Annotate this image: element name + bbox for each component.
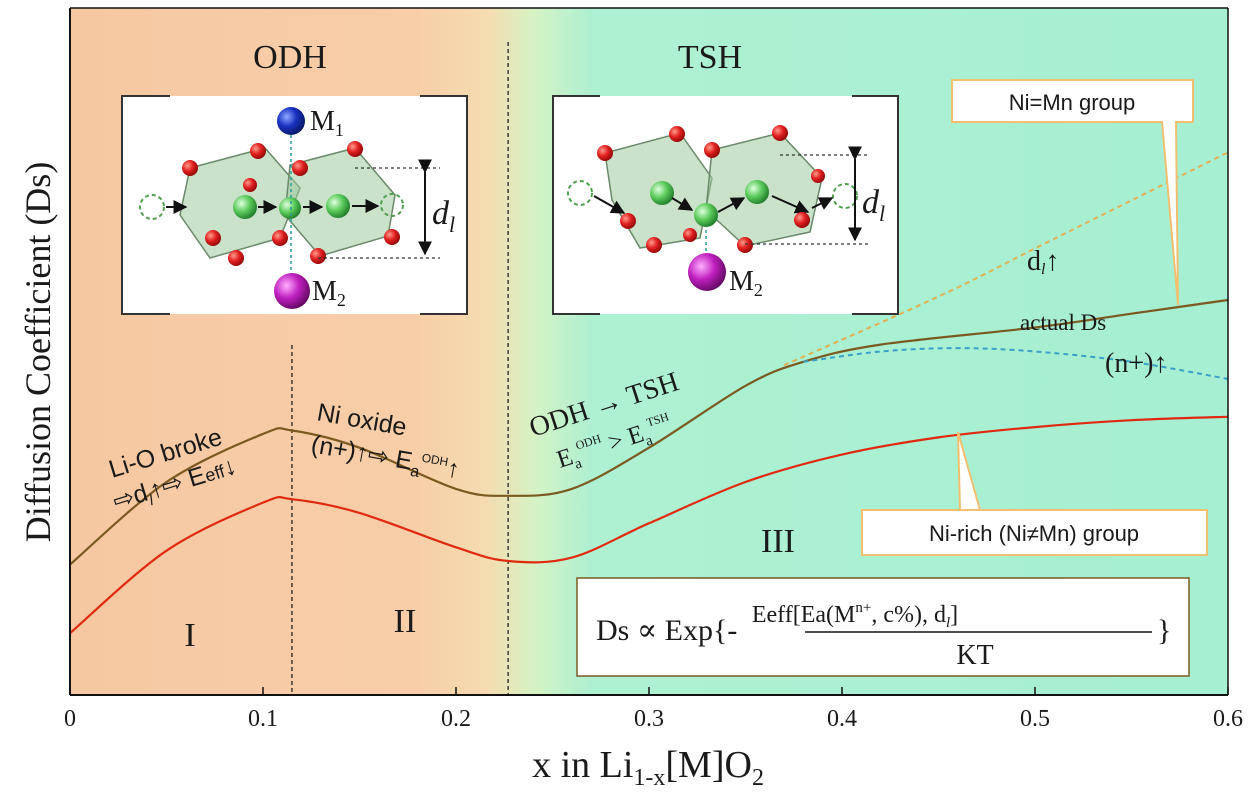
callout-ni-rich-text: Ni-rich (Ni≠Mn) group bbox=[929, 521, 1139, 546]
o-atom bbox=[205, 230, 221, 246]
o-atom bbox=[272, 230, 288, 246]
formula-rhs: } bbox=[1157, 614, 1171, 647]
x-tick-label: 0.2 bbox=[441, 706, 471, 732]
o-atom bbox=[310, 248, 326, 264]
region-label-ii: II bbox=[394, 603, 417, 640]
m2-atom bbox=[688, 253, 726, 291]
o-atom bbox=[243, 178, 257, 192]
o-atom bbox=[228, 250, 244, 266]
o-atom bbox=[669, 126, 685, 142]
x-tick-label: 0.5 bbox=[1020, 706, 1050, 732]
o-atom bbox=[683, 228, 697, 242]
formula-denominator: KT bbox=[956, 640, 993, 671]
x-tick-label: 0.1 bbox=[248, 706, 278, 732]
region-label-iii: III bbox=[761, 523, 795, 560]
li-atom bbox=[745, 180, 769, 204]
x-tick-label: 0.6 bbox=[1213, 706, 1243, 732]
o-atom bbox=[347, 141, 363, 157]
o-atom bbox=[794, 212, 810, 228]
m1-atom bbox=[277, 107, 305, 135]
inset-tsh-structure: dl M2 bbox=[553, 96, 898, 314]
phase-label-odh: ODH bbox=[253, 39, 327, 76]
li-atom bbox=[650, 181, 674, 205]
o-atom bbox=[737, 237, 753, 253]
o-atom bbox=[182, 160, 198, 176]
o-atom bbox=[704, 142, 720, 158]
li-atom bbox=[326, 194, 350, 218]
region-label-i: I bbox=[184, 617, 195, 654]
li-atom bbox=[694, 203, 718, 227]
callout-ni-mn-text: Ni=Mn group bbox=[1009, 90, 1136, 115]
o-atom bbox=[772, 125, 788, 141]
o-atom bbox=[384, 229, 400, 245]
o-atom bbox=[811, 169, 825, 183]
formula-box: Ds ∝ Exp{- Eeff[Ea(Mn+, c%), dl] KT } bbox=[577, 578, 1189, 676]
phase-label-tsh: TSH bbox=[678, 39, 742, 76]
formula-lhs: Ds ∝ Exp{- bbox=[596, 614, 737, 647]
annotation-actual-ds: actual Ds bbox=[1020, 310, 1106, 335]
x-tick-label: 0.4 bbox=[827, 706, 857, 732]
o-atom bbox=[620, 213, 636, 229]
x-tick-label: 0 bbox=[64, 706, 76, 732]
o-atom bbox=[646, 237, 662, 253]
o-atom bbox=[250, 143, 266, 159]
annotation-n-plus: (n+)↑ bbox=[1105, 348, 1167, 379]
x-axis-label: x in Li1-x[M]O2 bbox=[532, 744, 764, 791]
li-atom bbox=[279, 197, 301, 219]
o-atom bbox=[597, 145, 613, 161]
x-tick-label: 0.3 bbox=[634, 706, 664, 732]
li-atom bbox=[233, 195, 257, 219]
y-axis-label: Diffusion Coefficient (Ds) bbox=[18, 162, 58, 543]
o-atom bbox=[292, 160, 308, 176]
m2-atom bbox=[274, 273, 310, 309]
formula-numerator: Eeff[Ea(Mn+, c%), dl] bbox=[752, 600, 958, 631]
inset-odh-structure: dl M1 M2 bbox=[122, 96, 467, 314]
